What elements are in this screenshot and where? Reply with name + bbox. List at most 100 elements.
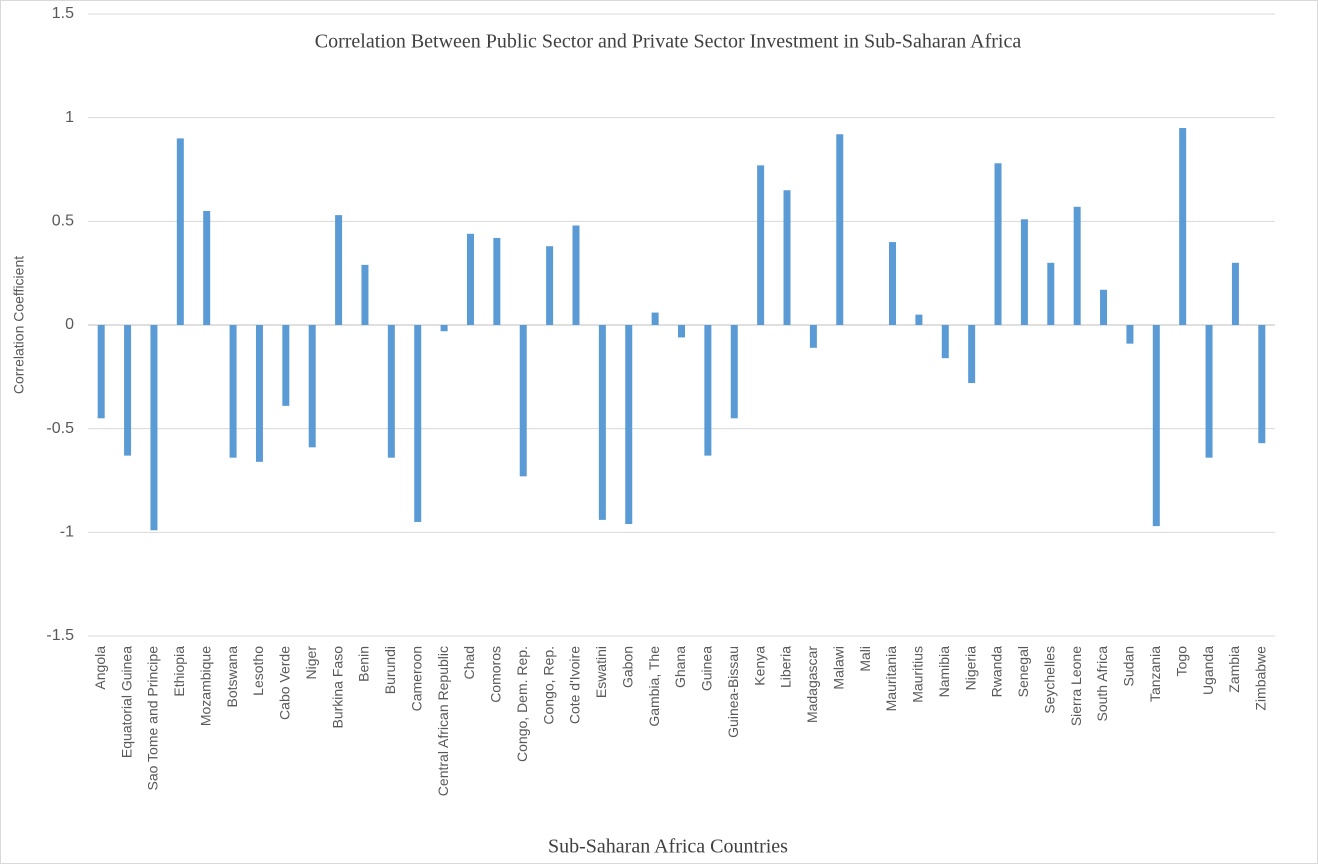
- bar: [466, 233, 474, 325]
- x-tick-label: Angola: [92, 646, 108, 690]
- x-tick-label: Uganda: [1200, 646, 1216, 695]
- bar: [1047, 262, 1055, 325]
- bar: [704, 325, 712, 456]
- bar: [1231, 262, 1239, 325]
- bar: [203, 210, 211, 325]
- x-tick-label: Benin: [356, 646, 372, 682]
- bar: [651, 312, 659, 325]
- x-tick-label: Guinea-Bissau: [725, 646, 741, 738]
- x-tick-label: Tanzania: [1147, 646, 1163, 702]
- bar: [493, 237, 501, 325]
- y-tick-label: 1.5: [52, 5, 74, 22]
- x-tick-label: Malawi: [830, 646, 846, 690]
- y-tick-label: 0: [65, 316, 74, 333]
- bar: [176, 138, 184, 325]
- x-tick-label: Cote d'Ivoire: [567, 646, 583, 724]
- x-tick-label: Zambia: [1226, 646, 1242, 693]
- x-tick-label: Lesotho: [250, 646, 266, 696]
- bar: [915, 314, 923, 325]
- bar: [1100, 289, 1108, 325]
- x-tick-label: Cabo Verde: [277, 646, 293, 720]
- x-tick-label: South Africa: [1094, 646, 1110, 722]
- x-tick-label: Burkina Faso: [329, 646, 345, 729]
- bar: [1152, 325, 1160, 527]
- x-tick-label: Senegal: [1015, 646, 1031, 697]
- bar: [124, 325, 132, 456]
- bar: [1020, 219, 1028, 325]
- x-tick-label: Congo, Rep.: [540, 646, 556, 725]
- x-tick-label: Mauritius: [910, 646, 926, 703]
- x-tick-label: Botswana: [224, 646, 240, 708]
- x-tick-label: Liberia: [778, 646, 794, 688]
- bar: [1205, 325, 1213, 458]
- y-tick-label: 0.5: [52, 213, 74, 230]
- x-tick-label: Ethiopia: [171, 646, 187, 697]
- x-tick-label: Sao Tome and Principe: [145, 646, 161, 791]
- bar: [809, 325, 817, 348]
- x-tick-label: Seychelles: [1041, 646, 1057, 714]
- x-tick-label: Ghana: [672, 646, 688, 688]
- x-tick-label: Central African Republic: [435, 646, 451, 796]
- bar: [282, 325, 290, 406]
- x-tick-label: Niger: [303, 646, 319, 680]
- x-tick-label: Comoros: [488, 646, 504, 703]
- bar: [757, 165, 765, 325]
- x-tick-label: Sudan: [1121, 646, 1137, 686]
- x-tick-label: Zimbabwe: [1253, 646, 1269, 711]
- bar: [229, 325, 237, 458]
- bar: [414, 325, 422, 522]
- x-tick-label: Nigeria: [962, 646, 978, 691]
- bar: [150, 325, 158, 531]
- x-tick-label: Eswatini: [593, 646, 609, 698]
- bar: [97, 325, 105, 419]
- x-tick-label: Mauritania: [883, 646, 899, 712]
- bar: [1073, 206, 1081, 325]
- bar: [678, 325, 685, 338]
- bar: [598, 325, 606, 520]
- x-tick-label: Guinea: [699, 646, 715, 691]
- x-tick-label: Cameroon: [408, 646, 424, 711]
- x-tick-label: Gambia, The: [646, 646, 662, 727]
- bar: [440, 325, 448, 332]
- y-axis-label: Correlation Coefficient: [11, 256, 27, 394]
- y-tick-label: -1.5: [46, 627, 74, 644]
- bar: [361, 264, 369, 325]
- bar: [730, 325, 738, 419]
- x-tick-label: Chad: [461, 646, 477, 679]
- bar: [1179, 128, 1187, 325]
- bar: [308, 325, 316, 448]
- y-tick-label: 1: [65, 109, 74, 126]
- x-tick-label: Togo: [1173, 646, 1189, 677]
- x-tick-label: Congo, Dem. Rep.: [514, 646, 530, 762]
- bar: [387, 325, 395, 458]
- x-tick-label: Kenya: [751, 646, 767, 686]
- x-tick-label: Equatorial Guinea: [118, 646, 134, 758]
- bar: [572, 225, 580, 325]
- x-tick-label: Madagascar: [804, 646, 820, 723]
- x-tick-label: Gabon: [619, 646, 635, 688]
- bar: [836, 134, 844, 325]
- x-tick-label: Burundi: [382, 646, 398, 694]
- bar: [255, 325, 263, 462]
- x-tick-label: Namibia: [936, 646, 952, 698]
- y-tick-label: -1: [60, 524, 74, 541]
- bar: [1126, 325, 1134, 344]
- x-tick-label: Rwanda: [989, 646, 1005, 698]
- bar: [889, 242, 897, 325]
- bar: [335, 215, 343, 325]
- bar: [941, 325, 949, 359]
- bar: [625, 325, 633, 525]
- chart-title: Correlation Between Public Sector and Pr…: [315, 31, 1022, 53]
- x-tick-label: Sierra Leone: [1068, 646, 1084, 726]
- y-tick-label: -0.5: [46, 420, 74, 437]
- x-tick-label: Mali: [857, 646, 873, 672]
- bar: [783, 190, 791, 325]
- x-tick-label: Mozambique: [197, 646, 213, 726]
- bar: [1258, 325, 1266, 444]
- bar: [968, 325, 976, 384]
- bar: [546, 246, 554, 325]
- bar: [519, 325, 527, 477]
